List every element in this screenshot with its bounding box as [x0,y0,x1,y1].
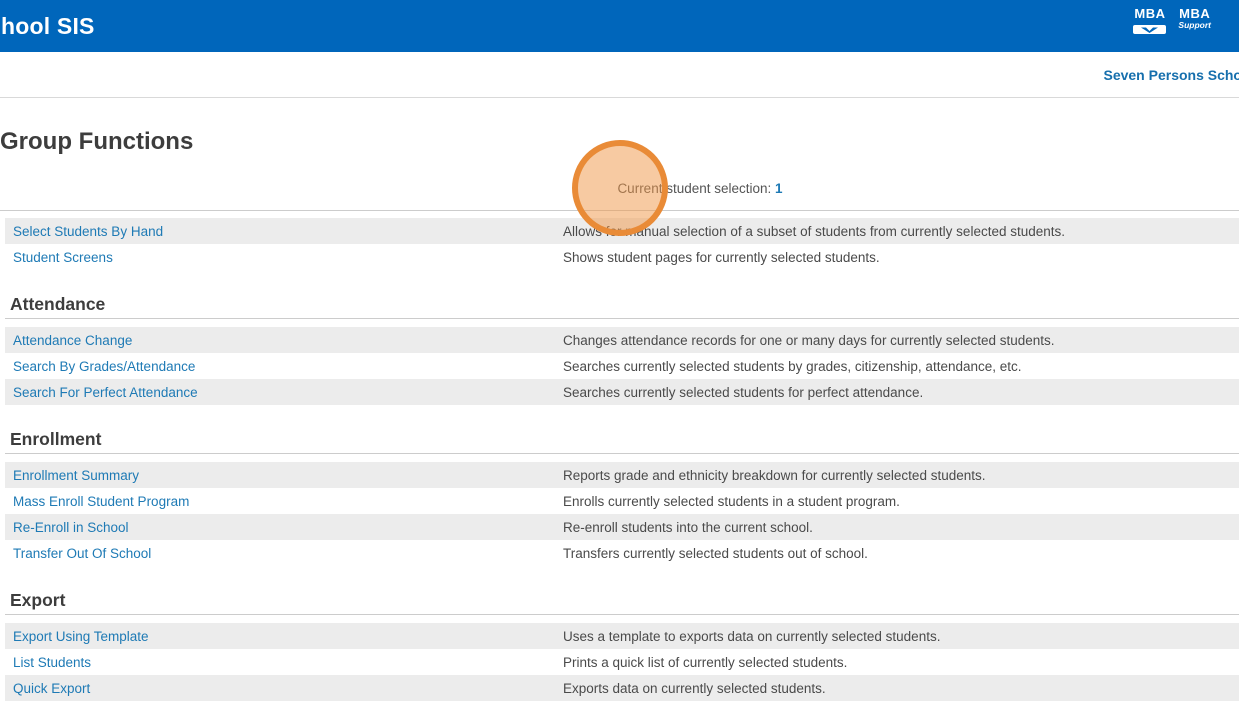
function-list: Select Students By Hand Allows for manual… [5,218,1239,270]
sub-header-bar: Seven Persons Scho [0,52,1239,98]
section-divider [5,614,1239,615]
table-row: Quick Export Exports data on currently se… [5,675,1239,701]
function-description: Uses a template to exports data on curre… [563,628,941,644]
mba-support-logo-text: MBA [1179,6,1211,21]
mba-logo-icon [1133,21,1167,39]
table-row: Re-Enroll in School Re-enroll students in… [5,514,1239,540]
current-selection-label: Current student selection: [617,181,772,196]
mba-logo-text: MBA [1134,6,1166,21]
table-row: Attendance Change Changes attendance reco… [5,327,1239,353]
table-row: Student Screens Shows student pages for c… [5,244,1239,270]
function-description: Searches currently selected students by … [563,358,1022,374]
function-link[interactable]: Export Using Template [13,628,149,644]
function-description: Prints a quick list of currently selecte… [563,654,848,670]
function-list: Attendance Change Changes attendance reco… [5,327,1239,405]
function-description: Searches currently selected students for… [563,384,924,400]
function-description: Allows for manual selection of a subset … [563,223,1065,239]
function-list: Enrollment Summary Reports grade and ethn… [5,462,1239,566]
table-row: Transfer Out Of School Transfers currentl… [5,540,1239,566]
function-description: Reports grade and ethnicity breakdown fo… [563,467,986,483]
table-row: Search By Grades/Attendance Searches curr… [5,353,1239,379]
table-row: Select Students By Hand Allows for manual… [5,218,1239,244]
section-divider [5,318,1239,319]
function-link[interactable]: Search By Grades/Attendance [13,358,196,374]
section-divider [5,453,1239,454]
mba-support-logo-subtext: Support [1178,20,1211,30]
table-row: List Students Prints a quick list of curr… [5,649,1239,675]
mba-logo[interactable]: MBA [1133,6,1167,39]
table-row: Enrollment Summary Reports grade and ethn… [5,462,1239,488]
function-sections: Select Students By Hand Allows for manual… [5,218,1239,701]
current-selection-count[interactable]: 1 [775,181,783,196]
section-title: Attendance [10,294,106,314]
app-title[interactable]: hool SIS [1,13,95,39]
function-link[interactable]: Quick Export [13,680,91,696]
function-description: Exports data on currently selected stude… [563,680,826,696]
function-description: Transfers currently selected students ou… [563,545,868,561]
header-logos: MBA MBA Support [1133,7,1211,39]
top-header-bar: hool SIS MBA MBA Support [0,0,1239,52]
function-link[interactable]: Attendance Change [13,332,133,348]
function-link[interactable]: Enrollment Summary [13,467,140,483]
page-title: Group Functions [0,128,194,155]
function-link[interactable]: List Students [13,654,92,670]
function-description: Changes attendance records for one or ma… [563,332,1055,348]
function-description: Shows student pages for currently select… [563,249,880,265]
function-link[interactable]: Search For Perfect Attendance [13,384,198,400]
content-divider [0,210,1239,211]
mba-support-logo[interactable]: MBA Support [1178,7,1211,30]
table-row: Export Using Template Uses a template to … [5,623,1239,649]
function-list: Export Using Template Uses a template to … [5,623,1239,701]
function-link[interactable]: Student Screens [13,249,113,265]
table-row: Search For Perfect Attendance Searches cu… [5,379,1239,405]
section-title: Enrollment [10,429,102,449]
function-description: Re-enroll students into the current scho… [563,519,813,535]
function-link[interactable]: Transfer Out Of School [13,545,152,561]
school-name-link[interactable]: Seven Persons Scho [1103,67,1239,83]
table-row: Mass Enroll Student Program Enrolls curre… [5,488,1239,514]
section-title: Export [10,590,66,610]
function-link[interactable]: Re-Enroll in School [13,519,129,535]
main-content: Group Functions Current student selectio… [0,128,1239,701]
current-selection-line: Current student selection: 1 [5,182,1239,196]
function-link[interactable]: Select Students By Hand [13,223,164,239]
function-description: Enrolls currently selected students in a… [563,493,900,509]
function-link[interactable]: Mass Enroll Student Program [13,493,190,509]
